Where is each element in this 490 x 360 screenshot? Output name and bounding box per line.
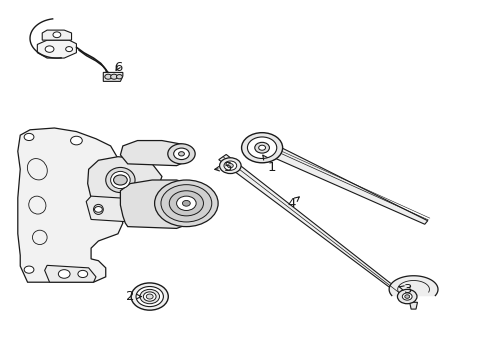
Text: 4: 4 [287, 197, 299, 210]
Circle shape [45, 46, 54, 52]
Circle shape [178, 152, 184, 156]
Circle shape [71, 136, 82, 145]
Ellipse shape [111, 171, 130, 189]
Polygon shape [219, 154, 413, 303]
Polygon shape [88, 157, 162, 202]
Ellipse shape [94, 204, 103, 215]
Circle shape [105, 74, 112, 79]
Circle shape [117, 75, 122, 79]
Circle shape [147, 294, 153, 299]
Circle shape [24, 134, 34, 140]
Circle shape [131, 283, 168, 310]
Polygon shape [121, 180, 198, 228]
Polygon shape [37, 40, 76, 58]
Text: 1: 1 [263, 155, 276, 174]
Circle shape [53, 32, 61, 38]
Circle shape [144, 292, 156, 301]
Circle shape [402, 293, 412, 300]
Text: 6: 6 [114, 60, 122, 73]
Circle shape [169, 191, 203, 216]
Circle shape [58, 270, 70, 278]
Circle shape [405, 295, 410, 298]
Text: 5: 5 [215, 161, 232, 174]
Circle shape [114, 175, 127, 185]
Circle shape [176, 196, 196, 211]
Circle shape [161, 185, 212, 222]
Polygon shape [410, 302, 417, 309]
Circle shape [95, 207, 102, 212]
Polygon shape [86, 196, 157, 223]
Circle shape [242, 133, 283, 163]
Circle shape [182, 201, 190, 206]
Circle shape [81, 274, 91, 281]
Ellipse shape [106, 167, 135, 193]
Circle shape [24, 266, 34, 273]
Polygon shape [45, 265, 96, 282]
Polygon shape [18, 128, 123, 282]
Circle shape [111, 74, 118, 79]
Circle shape [220, 158, 241, 174]
Polygon shape [265, 144, 428, 224]
Circle shape [155, 180, 218, 226]
Circle shape [227, 163, 233, 168]
Polygon shape [42, 30, 72, 40]
Text: 2: 2 [126, 290, 141, 303]
Circle shape [397, 289, 417, 304]
Polygon shape [103, 72, 123, 81]
Circle shape [78, 270, 88, 278]
Circle shape [259, 145, 266, 150]
Polygon shape [389, 276, 438, 296]
Text: 3: 3 [399, 283, 413, 296]
Circle shape [224, 161, 237, 170]
Polygon shape [121, 140, 191, 166]
Circle shape [168, 144, 195, 164]
Circle shape [247, 137, 277, 158]
Circle shape [173, 148, 189, 159]
Circle shape [136, 287, 163, 307]
Circle shape [66, 46, 73, 51]
Circle shape [255, 142, 270, 153]
Circle shape [140, 289, 159, 304]
